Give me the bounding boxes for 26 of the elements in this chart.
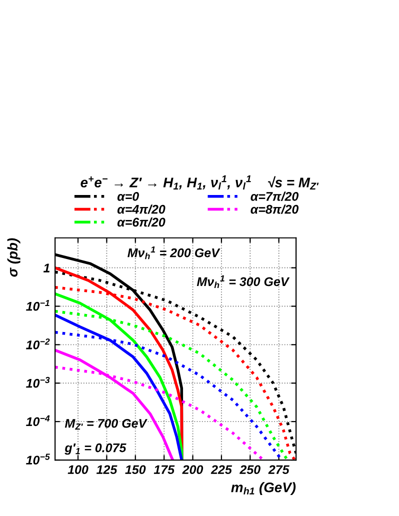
- y-tick-label: 10$^{−1}$: [26, 300, 50, 311]
- x-tick-label: 250: [240, 465, 260, 474]
- y-tick-label: 10$^{−5}$: [26, 454, 50, 465]
- y-tick-label: 10$^{−2}$: [26, 338, 50, 350]
- x-tick-label: 100: [68, 465, 88, 474]
- x-tick-label: 225: [210, 465, 232, 474]
- annotation: Mν$_{h}$$^{1}$ = 200 GeV: [128, 246, 220, 260]
- legend-label: α=7π/20: [250, 192, 299, 201]
- annotation: Mν$_{h}$$^{1}$ = 300 GeV: [196, 275, 290, 288]
- x-axis-title: m$_{h1}$ (GeV): [231, 482, 296, 496]
- y-tick-label: 10$^{−4}$: [26, 415, 50, 426]
- legend-label: α=4π/20: [117, 204, 166, 214]
- legend-label: α=6π/20: [117, 217, 166, 227]
- annotation: M$_{Z′}$ = 700 GeV: [64, 418, 148, 430]
- x-tick-label: 200: [182, 465, 204, 474]
- y-tick-label: 1: [43, 264, 50, 272]
- annotation: g′$_{1}$ = 0.075: [64, 443, 126, 455]
- x-tick-label: 275: [268, 465, 290, 474]
- y-axis-title: σ (pb): [7, 238, 20, 277]
- chart-title: e$^{+}$e$^{−}$ → Z′ → H$_{1}$, H$_{1}$, ν$_{l}$$^{1}$, ν$_{l}$$^{1}$ √s = M$_{Z′}$: [80, 175, 319, 190]
- legend-label: α=8π/20: [250, 204, 299, 214]
- x-tick-label: 150: [125, 465, 146, 474]
- x-tick-label: 125: [96, 465, 118, 474]
- legend-label: α=0: [117, 192, 139, 201]
- y-tick-label: 10$^{−3}$: [26, 376, 50, 388]
- x-tick-label: 175: [154, 465, 175, 474]
